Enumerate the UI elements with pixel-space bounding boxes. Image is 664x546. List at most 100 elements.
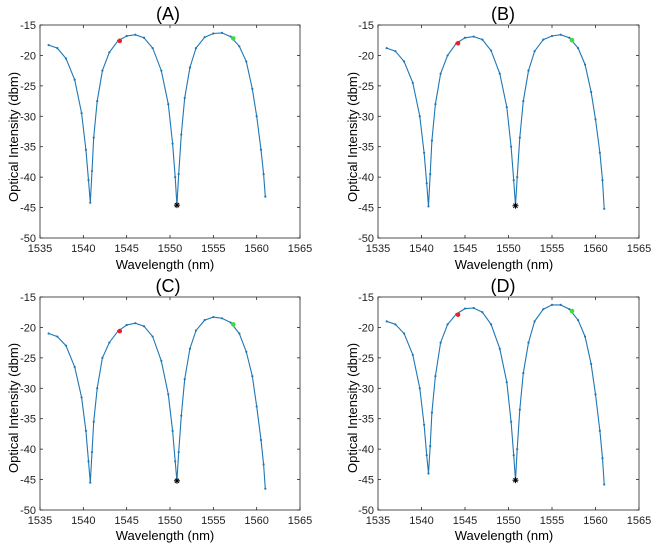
spectrum-line: [386, 304, 605, 485]
spectrum-point: [498, 72, 501, 75]
panel-d-ylabel: Optical Intensity (dbm): [345, 343, 360, 473]
panel-b-ylabel: Optical Intensity (dbm): [345, 72, 360, 202]
spectrum-point: [262, 173, 265, 176]
spectrum-point: [394, 50, 397, 53]
spectrum-point: [594, 393, 597, 396]
spectrum-point: [430, 411, 434, 414]
y-tick-label: -50: [20, 505, 36, 517]
spectrum-point: [505, 106, 508, 109]
spectrum-point: [568, 308, 571, 311]
spectrum-point: [194, 47, 198, 50]
y-tick-label: -15: [20, 292, 36, 304]
spectrum-point: [568, 36, 571, 39]
spectrum-point: [80, 112, 83, 115]
y-tick-label: -40: [20, 172, 36, 184]
spectrum-point: [142, 36, 146, 39]
black-marker-stroke: [513, 203, 518, 209]
x-tick-label: 1535: [366, 243, 390, 255]
green-marker: [569, 308, 575, 314]
spectrum-point: [101, 356, 104, 359]
spectrum-point: [427, 472, 430, 475]
panel-c-title: (C): [156, 276, 181, 296]
spectrum-point: [463, 36, 467, 39]
y-tick-label: -20: [358, 50, 374, 62]
spectrum-point: [439, 72, 442, 75]
x-tick-label: 1560: [583, 515, 607, 527]
panel-c-plot: 1535 1540 1545 1550 1555 1560 1565 -50 -45 -40 -35…: [20, 292, 312, 527]
spectrum-point: [101, 69, 104, 72]
panel-d-plot: 1535 1540 1545 1550 1555 1560 1565 -50 -45 -40 -35…: [358, 292, 651, 527]
spectrum-point: [490, 49, 493, 52]
y-tick-label: -35: [358, 414, 374, 426]
spectrum-point: [251, 87, 254, 90]
spectrum-point: [601, 457, 604, 460]
spectrum-point: [542, 308, 545, 311]
plot-area-frame: [39, 24, 301, 239]
x-tick-label: 1535: [28, 243, 52, 255]
y-tick-label: -15: [20, 20, 36, 32]
spectrum-point: [183, 378, 186, 381]
x-tick-label: 1565: [627, 515, 651, 527]
spectrum-point: [434, 375, 437, 378]
spectrum-point: [516, 176, 519, 179]
spectrum-point: [108, 51, 111, 54]
green-marker: [230, 36, 236, 41]
black-marker-stroke: [174, 202, 180, 208]
plot-area-frame: [39, 296, 301, 511]
spectrum-point: [429, 173, 432, 176]
spectrum-point: [87, 179, 90, 182]
spectrum-point: [90, 169, 94, 173]
black-marker: [173, 202, 180, 209]
spectrum-point: [134, 33, 137, 36]
spectrum-point: [255, 115, 258, 118]
spectrum-point: [577, 47, 580, 50]
spectrum-point: [423, 151, 426, 154]
panel-b-title: (B): [491, 4, 515, 24]
x-tick-label: 1560: [583, 243, 607, 255]
spectrum-point: [522, 99, 525, 103]
spectrum-point: [577, 319, 580, 322]
spectrum-line: [48, 32, 266, 206]
panel-d-xlabel: Wavelength (nm): [455, 528, 554, 543]
x-tick-label: 1545: [453, 243, 477, 255]
spectrum-point: [171, 429, 174, 432]
x-tick-label: 1565: [288, 243, 312, 255]
spectrum-point: [427, 205, 430, 208]
spectrum-point: [527, 69, 530, 72]
spectrum-point: [92, 420, 95, 423]
spectrum-point: [180, 133, 183, 136]
y-tick-label: -50: [358, 233, 374, 245]
spectrum-point: [522, 371, 525, 375]
x-tick-label: 1545: [453, 515, 477, 527]
x-tick-label: 1540: [409, 243, 433, 255]
spectrum-point: [108, 341, 111, 344]
x-tick-label: 1540: [71, 243, 95, 255]
spectrum-point: [194, 329, 198, 332]
spectrum-point: [212, 315, 215, 319]
y-tick-label: -30: [358, 111, 374, 123]
spectrum-point: [142, 325, 146, 328]
spectrum-point: [446, 323, 449, 326]
y-tick-label: -45: [20, 475, 36, 487]
spectrum-point: [56, 335, 59, 338]
x-tick-label: 1550: [158, 243, 182, 255]
spectrum-point: [481, 311, 484, 314]
spectrum-point: [174, 176, 177, 179]
spectrum-point: [262, 463, 265, 466]
x-tick-label: 1555: [201, 243, 225, 255]
spectrum-point: [229, 35, 232, 38]
spectrum-point: [510, 145, 513, 148]
spectrum-point: [90, 451, 94, 454]
spectrum-point: [96, 387, 99, 390]
spectrum-point: [498, 347, 501, 350]
y-tick-label: -30: [20, 111, 36, 123]
spectrum-point: [229, 321, 232, 324]
y-tick-label: -15: [358, 292, 374, 304]
y-tick-label: -30: [20, 383, 36, 395]
panel-a-xlabel: Wavelength (nm): [116, 257, 215, 272]
y-tick-label: -40: [358, 172, 374, 184]
spectrum-point: [134, 322, 137, 325]
spectrum-point: [84, 429, 88, 432]
red-marker: [117, 328, 123, 334]
panel-c: (C) 1535 1540 1545 1550 1555 1560 1565 -50 -45 -4…: [6, 276, 312, 543]
